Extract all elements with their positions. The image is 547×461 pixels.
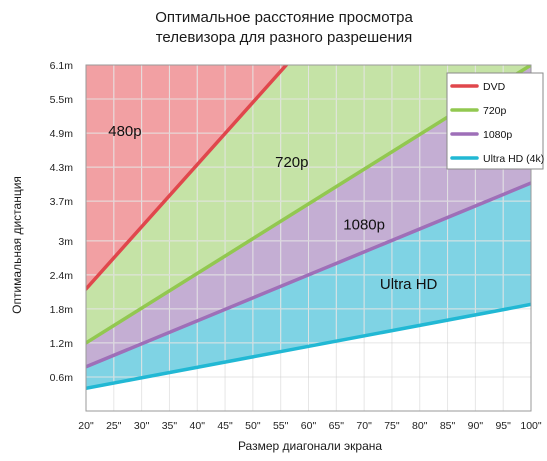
x-tick-label: 25" [106, 420, 122, 432]
region-label-ultra-hd: Ultra HD [380, 276, 438, 293]
region-label-1080p: 1080p [343, 216, 385, 233]
x-tick-label: 40" [190, 420, 206, 432]
y-tick-label: 4.9m [50, 128, 74, 140]
legend: DVD 720p 1080p Ultra HD (4k) [446, 72, 544, 170]
x-tick-label: 55" [273, 420, 289, 432]
legend-box [446, 72, 544, 170]
y-tick-label: 1.8m [50, 304, 74, 316]
y-tick-label: 3m [58, 236, 73, 248]
x-tick-label: 65" [329, 420, 345, 432]
series-line-ultra-hd-4k- [86, 302, 531, 391]
x-axis-label: Размер диагонали экрана [238, 439, 382, 453]
x-tick-label: 100" [520, 420, 542, 432]
legend-entry-720p: 720p [483, 105, 507, 117]
y-tick-label: 5.5m [50, 94, 74, 106]
x-tick-label: 30" [134, 420, 150, 432]
x-tick-label: 85" [440, 420, 456, 432]
x-tick-label: 50" [245, 420, 261, 432]
y-tick-label: 3.7m [50, 196, 74, 208]
x-tick-label: 75" [384, 420, 400, 432]
x-tick-labels: 20" 25" 30" 35" 40" 45" 50" 55" 60" 65" 70" 75" 80" 8… [78, 420, 542, 432]
region-labels: 480p 720p 1080p Ultra HD [108, 123, 437, 293]
x-tick-label: 60" [301, 420, 317, 432]
series-line-1080p [86, 181, 531, 369]
region-label-480p: 480p [108, 123, 141, 140]
legend-entry-ultra-hd-4k-: Ultra HD (4k) [483, 153, 544, 165]
x-tick-label: 45" [217, 420, 233, 432]
x-tick-label: 20" [78, 420, 94, 432]
y-tick-label: 4.3m [50, 162, 74, 174]
y-tick-label: 1.2m [50, 338, 74, 350]
plot-frame [85, 64, 532, 412]
chart-title-line-1: Оптимальное расстояние просмотра [155, 9, 413, 26]
y-tick-label: 6.1m [50, 60, 74, 72]
series-line-dvd [86, 65, 289, 291]
x-tick-label: 70" [356, 420, 372, 432]
y-axis-label: Оптимальная дистанция [10, 176, 24, 314]
x-tick-label: 90" [468, 420, 484, 432]
legend-entry-1080p: 1080p [483, 129, 512, 141]
legend-entry-dvd: DVD [483, 81, 506, 93]
y-tick-label: 0.6m [50, 372, 74, 384]
y-tick-labels: 0.6m 1.2m 1.8m 2.4m 3m 3.7m 4.3m 4.9m 5.5m 6.1m [50, 60, 74, 384]
chart-title-line-2: телевизора для разного разрешения [156, 29, 413, 46]
x-tick-label: 95" [495, 420, 511, 432]
x-tick-label: 80" [412, 420, 428, 432]
y-tick-label: 2.4m [50, 270, 74, 282]
x-tick-label: 35" [162, 420, 178, 432]
region-label-720p: 720p [275, 154, 308, 171]
